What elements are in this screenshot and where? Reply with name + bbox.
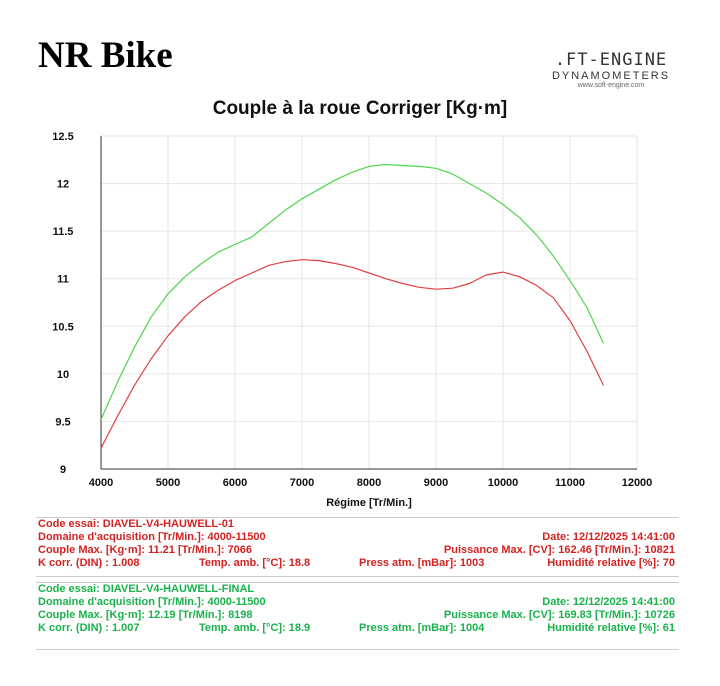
run1-press: Press atm. [mBar]: 1003	[359, 557, 485, 569]
logo-subtitle: DYNAMOMETERS	[551, 70, 671, 82]
torque-chart: 4000 5000 6000 7000 8000 9000 10000 11000 12000 9…	[52, 131, 653, 509]
run2-puissance: Puissance Max. [CV]: 169.83 [Tr/Min.]: 1…	[443, 609, 675, 621]
run2-kcorr: K corr. (DIN) : 1.007	[38, 622, 140, 634]
logo-brand: .FT-ENGINE	[554, 50, 668, 70]
run1-kcorr: K corr. (DIN) : 1.008	[38, 557, 140, 569]
x-tick-label: 5000	[156, 477, 180, 489]
y-tick-label: 12	[57, 179, 69, 191]
x-tick-label: 4000	[89, 477, 113, 489]
x-tick-label: 11000	[555, 477, 585, 489]
chart-title: Couple à la roue Corriger [Kg·m]	[212, 98, 508, 119]
run1-puissance: Puissance Max. [CV]: 162.46 [Tr/Min.]: 1…	[443, 544, 675, 556]
page-title: NR Bike	[38, 35, 173, 76]
logo-website: www.soft-engine.com	[577, 82, 645, 89]
x-tick-label: 9000	[424, 477, 448, 489]
run1-couple: Couple Max. [Kg·m]: 11.21 [Tr/Min.]: 706…	[38, 544, 252, 556]
run2-domaine: Domaine d'acquisition [Tr/Min.]: 4000-11…	[38, 596, 266, 608]
y-tick-label: 12.5	[52, 131, 73, 143]
run2-code: Code essai: DIAVEL-V4-HAUWELL-FINAL	[38, 583, 255, 595]
run1-code: Code essai: DIAVEL-V4-HAUWELL-01	[38, 518, 234, 530]
y-tick-label: 11.5	[53, 226, 74, 238]
x-axis-label: Régime [Tr/Min.]	[326, 497, 412, 509]
x-tick-label: 8000	[357, 477, 381, 489]
y-tick-label: 10.5	[52, 321, 73, 333]
y-tick-label: 9	[60, 464, 66, 476]
run-info-final: Code essai: DIAVEL-V4-HAUWELL-FINAL Doma…	[36, 582, 679, 650]
dyno-logo: .FT-ENGINE DYNAMOMETERS www.soft-engine.…	[536, 50, 686, 89]
run2-temp: Temp. amb. [°C]: 18.9	[199, 622, 311, 634]
run1-domaine: Domaine d'acquisition [Tr/Min.]: 4000-11…	[38, 531, 266, 543]
run2-humid: Humidité relative [%]: 61	[547, 622, 675, 634]
run-info-01: Code essai: DIAVEL-V4-HAUWELL-01 Domaine…	[36, 517, 679, 577]
run2-press: Press atm. [mBar]: 1004	[359, 622, 485, 634]
x-tick-label: 10000	[488, 477, 519, 489]
run1-temp: Temp. amb. [°C]: 18.8	[199, 557, 311, 569]
run1-date: Date: 12/12/2025 14:41:00	[542, 531, 675, 543]
y-tick-label: 11	[57, 274, 69, 286]
run2-date: Date: 12/12/2025 14:41:00	[542, 596, 675, 608]
y-tick-label: 10	[57, 369, 69, 381]
x-tick-label: 12000	[622, 477, 653, 489]
run2-couple: Couple Max. [Kg·m]: 12.19 [Tr/Min.]: 819…	[38, 609, 253, 621]
y-tick-label: 9.5	[55, 416, 70, 428]
series-line-0	[100, 163, 605, 420]
x-tick-label: 7000	[290, 477, 314, 489]
series-line-1	[100, 259, 605, 449]
x-tick-label: 6000	[223, 477, 247, 489]
run1-humid: Humidité relative [%]: 70	[547, 557, 675, 569]
